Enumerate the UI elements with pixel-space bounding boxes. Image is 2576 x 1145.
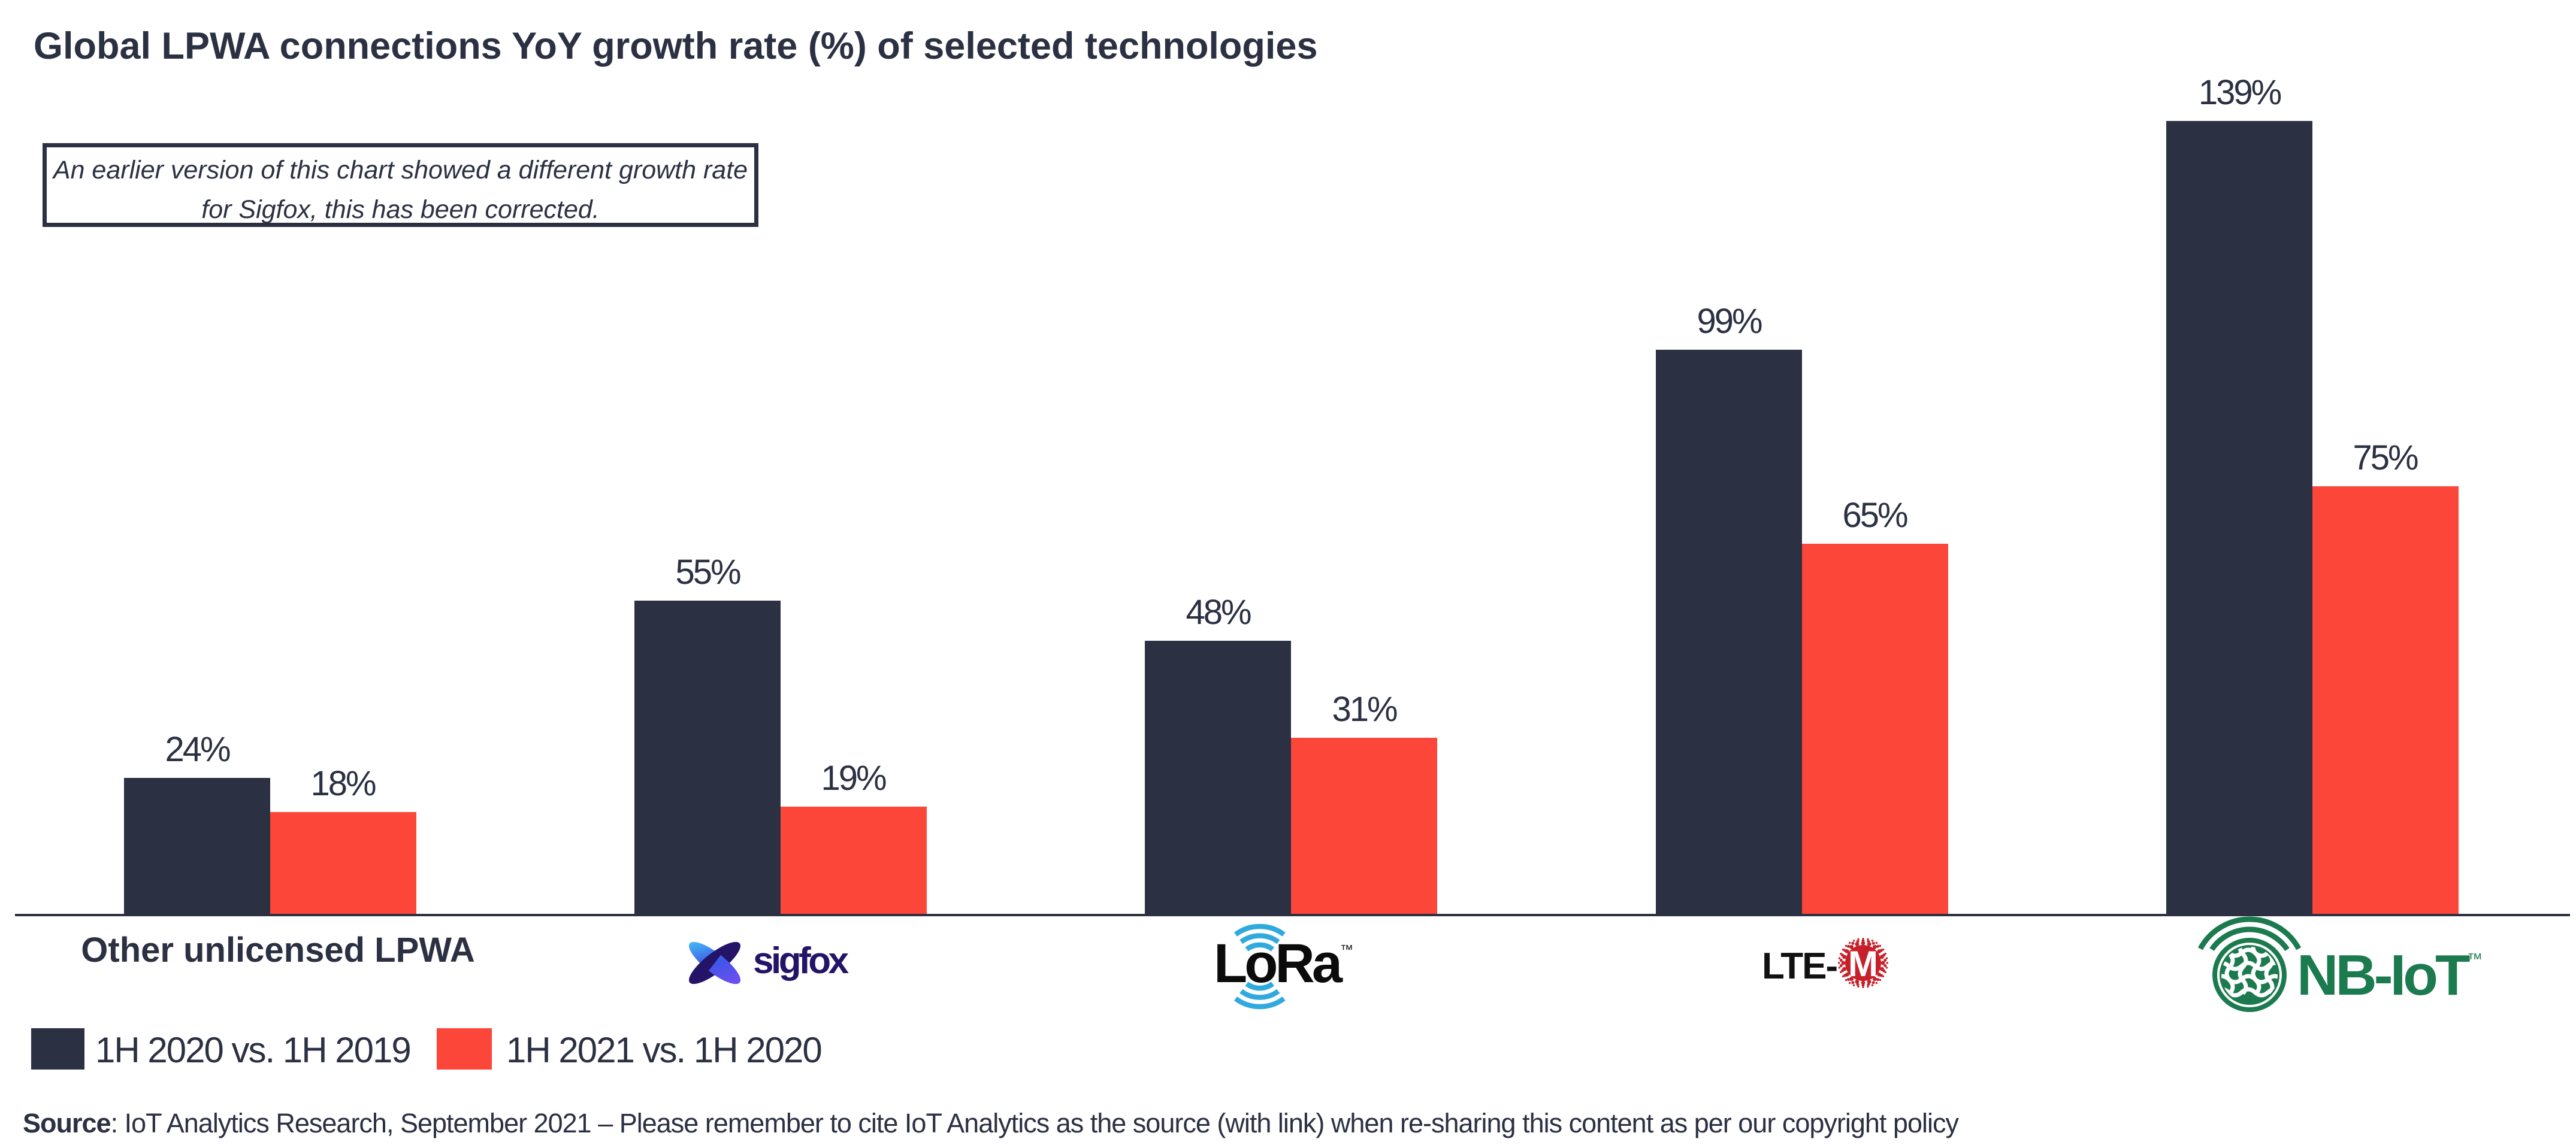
svg-text:LoRa: LoRa	[1214, 933, 1343, 994]
svg-text:™: ™	[1340, 942, 1353, 957]
svg-text:M: M	[1848, 944, 1878, 984]
